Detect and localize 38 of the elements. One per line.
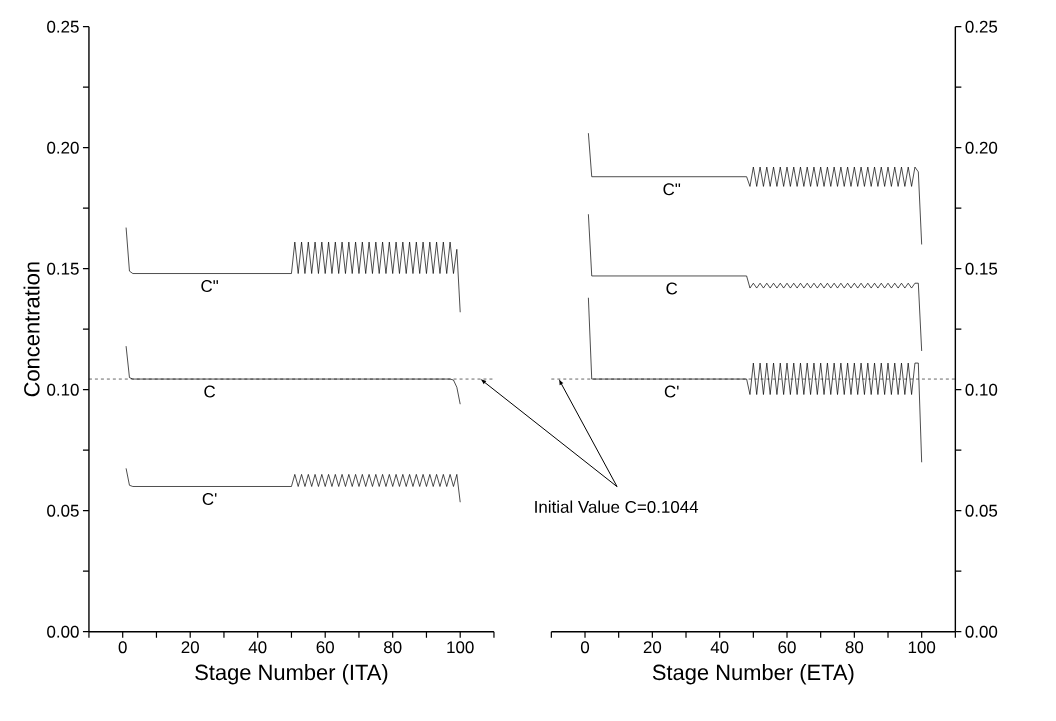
x-tick-label: 100 [447,641,474,654]
y2-tick-label: 0.05 [965,504,998,517]
x-tick-label: 80 [384,641,402,654]
x-axis-title: Stage Number (ITA) [195,664,388,685]
y-tick-label: 0.20 [47,141,79,154]
series-label: C' [202,493,217,506]
line-series [125,468,461,503]
x-tick-label: 20 [181,641,199,654]
y-tick-label: 0.05 [47,504,79,517]
y2-tick-label: 0.00 [965,625,998,638]
x-tick-label: 100 [908,641,936,654]
x-tick-label: 40 [710,641,729,654]
x-tick-label: 40 [248,641,267,654]
series-label: C [666,282,678,295]
x-tick-label: 0 [118,641,127,654]
y2-tick-label: 0.20 [965,141,998,154]
y2-tick-label: 0.25 [965,20,998,33]
annotation: Initial Value C=0.1044 [535,500,699,513]
y-axis-title: Concentration [23,262,40,397]
x-axis-title: Stage Number (ETA) [652,664,854,685]
y-tick-label: 0.25 [47,20,79,33]
line-series [588,213,923,352]
line-series [125,227,461,313]
x-tick-label: 60 [778,641,796,654]
series-label: C" [201,280,219,293]
x-tick-label: 0 [580,641,590,654]
x-tick-label: 60 [316,641,334,654]
line-series [588,132,923,245]
series-label: C" [663,183,681,196]
series-label: C' [664,385,679,398]
x-tick-label: 20 [643,641,662,654]
y-tick-label: 0.15 [47,262,79,275]
y-tick-label: 0.00 [47,625,79,638]
y2-tick-label: 0.10 [965,383,998,396]
series-label: C [204,385,216,398]
y2-tick-label: 0.15 [965,262,998,275]
y-tick-label: 0.10 [47,383,79,396]
x-tick-label: 80 [845,641,864,654]
